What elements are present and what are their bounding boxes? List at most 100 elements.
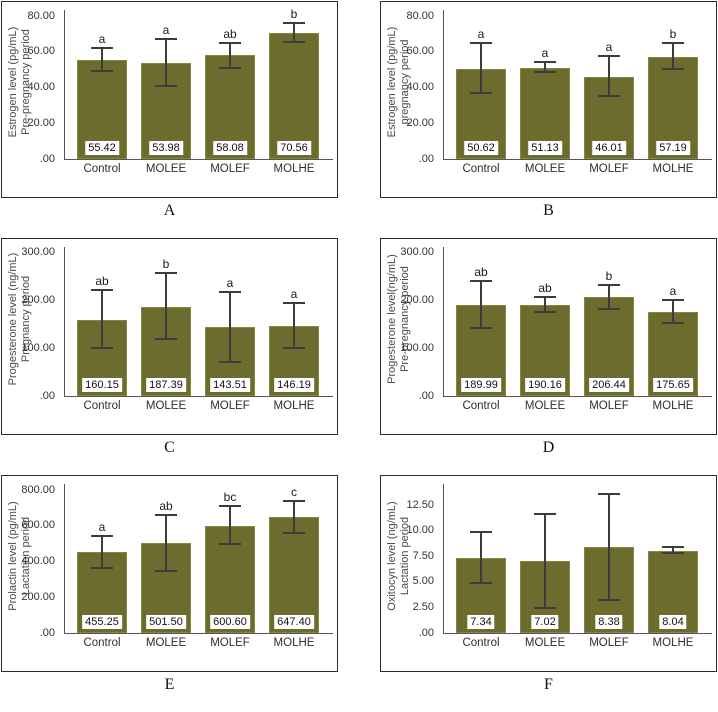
significance-letter: ab — [159, 499, 173, 514]
error-bar-cap-top — [219, 505, 241, 508]
bar-group: 7.02 MOLEE — [520, 484, 570, 649]
error-bar-line — [293, 501, 295, 534]
error-bar-cap-top — [534, 295, 556, 298]
plot-area: a 55.42 Control a 53.98 MOLEE ab 58.08 MOLEF b 70.… — [64, 8, 331, 175]
y-tick-label: .00 — [418, 626, 434, 639]
error-bar-line — [544, 296, 546, 313]
y-tick-label: 40.00 — [27, 81, 55, 94]
bar-group: 7.34 Control — [456, 484, 506, 649]
error-bar-cap-bottom — [534, 607, 556, 609]
x-axis-line — [64, 396, 333, 397]
error-bar-cap-top — [219, 42, 241, 45]
y-tick-label: 60.00 — [406, 45, 434, 58]
panel-label-f: F — [544, 676, 553, 693]
y-axis-ticks: .00 100.00 200.00 300.00 — [2, 246, 59, 401]
significance-letter: ab — [538, 280, 552, 295]
y-tick-label: 60.00 — [27, 45, 55, 58]
x-category-label: MOLHE — [273, 637, 315, 649]
error-bar-line — [608, 284, 610, 310]
bar-value-label: 175.65 — [653, 378, 693, 392]
bar-value-label: 51.13 — [528, 141, 562, 155]
bar-group: c 647.40 MOLHE — [269, 484, 319, 649]
error-bar-line — [165, 39, 167, 86]
y-tick-label: 40.00 — [406, 81, 434, 94]
error-bar-cap-top — [283, 22, 305, 25]
figure-panel-d: Progesterone level(ng/mL) Pre-pregnancy p… — [380, 238, 717, 475]
error-bar-line — [480, 531, 482, 583]
error-bar-cap-top — [91, 534, 113, 537]
error-bar-line — [608, 56, 610, 96]
error-bar-cap-bottom — [155, 337, 177, 340]
bar-value-label: 55.42 — [85, 141, 119, 155]
plot-area: ab 160.15 Control b 187.39 MOLEE a 143.51 MOLEF a… — [64, 247, 331, 412]
significance-letter: a — [605, 40, 613, 55]
y-tick-label: 400.00 — [21, 555, 55, 568]
error-bar-line — [101, 290, 103, 349]
error-bar-line — [229, 292, 231, 362]
error-bar-cap-bottom — [598, 599, 620, 602]
y-axis-ticks: .00 200.00 400.00 600.00 800.00 — [2, 484, 59, 639]
error-bar-cap-bottom — [283, 532, 305, 535]
panel-label-a: A — [163, 202, 176, 219]
x-axis-line — [443, 633, 712, 634]
significance-letter: a — [162, 23, 170, 38]
bar-value-label: 58.08 — [213, 141, 247, 155]
error-bar-cap-bottom — [283, 41, 305, 44]
chart-box-d: Progesterone level(ng/mL) Pre-pregnancy p… — [380, 238, 717, 435]
y-tick-label: 200.00 — [21, 294, 55, 306]
x-category-label: MOLHE — [273, 400, 315, 412]
bar-group: ab 501.50 MOLEE — [141, 484, 191, 649]
x-category-label: MOLHE — [652, 637, 694, 649]
error-bar-line — [165, 515, 167, 572]
bar-group: ab 58.08 MOLEF — [205, 10, 255, 175]
error-bar-cap-bottom — [470, 326, 492, 329]
bar-group: a 53.98 MOLEE — [141, 10, 191, 175]
bar-group: a 46.01 MOLEF — [584, 10, 634, 175]
bar-value-label: 7.34 — [467, 615, 495, 629]
bar-group: a 143.51 MOLEF — [205, 247, 255, 412]
bar-value-label: 600.60 — [210, 615, 250, 629]
significance-letter: b — [605, 268, 613, 283]
error-bar-line — [293, 23, 295, 43]
bar-value-label: 8.04 — [659, 615, 687, 629]
x-axis-line — [64, 159, 333, 160]
bar-value-label: 160.15 — [82, 378, 122, 392]
y-tick-label: .00 — [39, 389, 55, 402]
x-category-label: MOLEE — [145, 637, 187, 649]
error-bar-cap-top — [155, 272, 177, 275]
error-bar-cap-bottom — [598, 308, 620, 311]
x-category-label: MOLEE — [524, 637, 566, 649]
bar-group: 8.38 MOLEF — [584, 484, 634, 649]
error-bar-cap-top — [283, 500, 305, 503]
bar-group: a 55.42 Control — [77, 10, 127, 175]
bar-value-label: 46.01 — [592, 141, 626, 155]
error-bar-line — [672, 43, 674, 69]
error-bar-cap-bottom — [155, 84, 177, 87]
error-bar-line — [608, 494, 610, 601]
chart-box-c: Progesterone level (ng/mL) Pregnancy peri… — [1, 238, 338, 435]
error-bar-line — [672, 547, 674, 554]
y-tick-label: 20.00 — [27, 116, 55, 129]
y-tick-label: 80.00 — [406, 9, 434, 22]
error-bar-cap-top — [598, 493, 620, 496]
panel-label-e: E — [164, 676, 175, 693]
error-bar-cap-bottom — [91, 347, 113, 350]
error-bar-cap-top — [470, 530, 492, 533]
y-axis-ticks: .00 20.00 40.00 60.00 80.00 — [2, 10, 59, 165]
bar-group: a 455.25 Control — [77, 484, 127, 649]
x-category-label: MOLEE — [524, 163, 566, 175]
bar-value-label: 189.99 — [461, 378, 501, 392]
significance-letter: b — [669, 27, 677, 42]
bar-group: ab 160.15 Control — [77, 247, 127, 412]
x-axis-line — [443, 396, 712, 397]
error-bar-cap-top — [662, 546, 684, 549]
significance-letter: a — [669, 283, 677, 298]
x-category-label: Control — [462, 637, 500, 649]
bar-value-label: 501.50 — [146, 615, 186, 629]
error-bar-cap-top — [155, 514, 177, 517]
error-bar-line — [544, 514, 546, 608]
y-axis-ticks: .00 100.00 200.00 300.00 — [381, 246, 438, 401]
y-tick-label: 7.50 — [412, 549, 434, 562]
x-category-label: MOLEF — [589, 637, 629, 649]
error-bar-line — [101, 535, 103, 568]
